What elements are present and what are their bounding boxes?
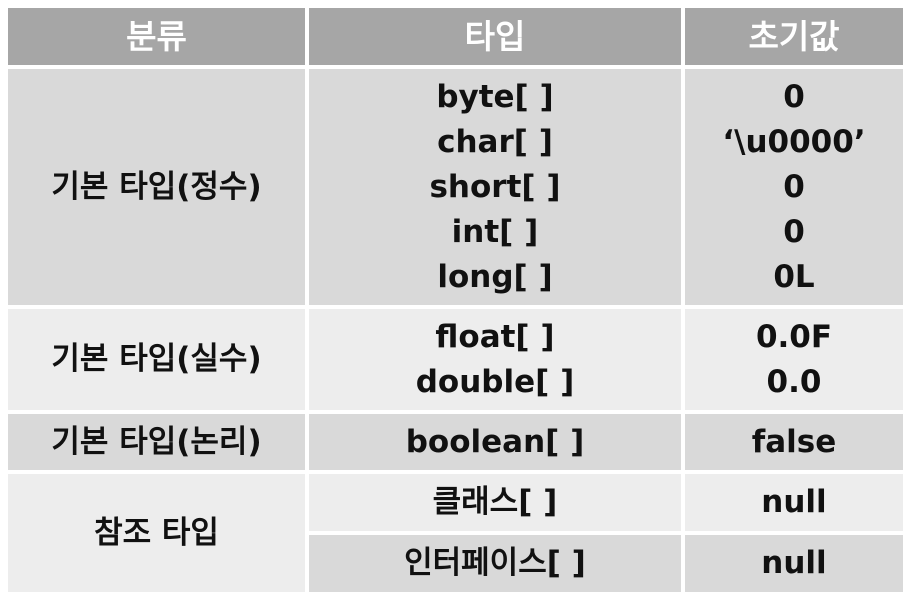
type-value: short[ ] xyxy=(429,168,561,205)
initial-value: ‘\u0000’ xyxy=(722,123,866,160)
initial-cell: null xyxy=(681,470,907,535)
table-row: 기본 타입(논리) boolean[ ] false xyxy=(4,410,907,474)
initial-value: 0.0 xyxy=(766,363,822,400)
type-cell: float[ ] double[ ] xyxy=(305,305,685,414)
initial-cell: null xyxy=(681,531,907,596)
type-value: float[ ] xyxy=(435,318,555,355)
category-cell: 기본 타입(정수) xyxy=(4,65,309,309)
category-cell: 기본 타입(실수) xyxy=(4,305,309,414)
type-cell: boolean[ ] xyxy=(305,410,685,474)
header-initial: 초기값 xyxy=(681,4,907,69)
type-cell: 인터페이스[ ] xyxy=(305,531,685,596)
initial-value: 0 xyxy=(783,168,805,205)
type-cell: byte[ ] char[ ] short[ ] int[ ] long[ ] xyxy=(305,65,685,309)
header-category: 분류 xyxy=(4,4,309,69)
header-type: 타입 xyxy=(305,4,685,69)
table-row: 기본 타입(실수) float[ ] double[ ] 0.0F 0.0 xyxy=(4,305,907,414)
table-row: 기본 타입(정수) byte[ ] char[ ] short[ ] int[ … xyxy=(4,65,907,309)
default-values-table: 분류 타입 초기값 기본 타입(정수) byte[ ] char[ ] shor… xyxy=(4,4,907,596)
type-cell: 클래스[ ] xyxy=(305,470,685,535)
type-value: char[ ] xyxy=(437,123,553,160)
initial-cell: 0 ‘\u0000’ 0 0 0L xyxy=(681,65,907,309)
type-value: long[ ] xyxy=(437,258,553,295)
initial-cell: false xyxy=(681,410,907,474)
header-row: 분류 타입 초기값 xyxy=(4,4,907,69)
initial-value: 0 xyxy=(783,78,805,115)
type-value: byte[ ] xyxy=(436,78,554,115)
table-row: 참조 타입 클래스[ ] null xyxy=(4,470,907,596)
category-cell: 참조 타입 xyxy=(4,470,309,596)
type-value: double[ ] xyxy=(415,363,575,400)
initial-value: 0.0F xyxy=(755,318,833,355)
initial-value: 0L xyxy=(773,258,815,295)
initial-value: 0 xyxy=(783,213,805,250)
initial-cell: 0.0F 0.0 xyxy=(681,305,907,414)
type-value: int[ ] xyxy=(451,213,539,250)
category-cell: 기본 타입(논리) xyxy=(4,410,309,474)
table-row: 인터페이스[ ] null xyxy=(6,531,907,596)
